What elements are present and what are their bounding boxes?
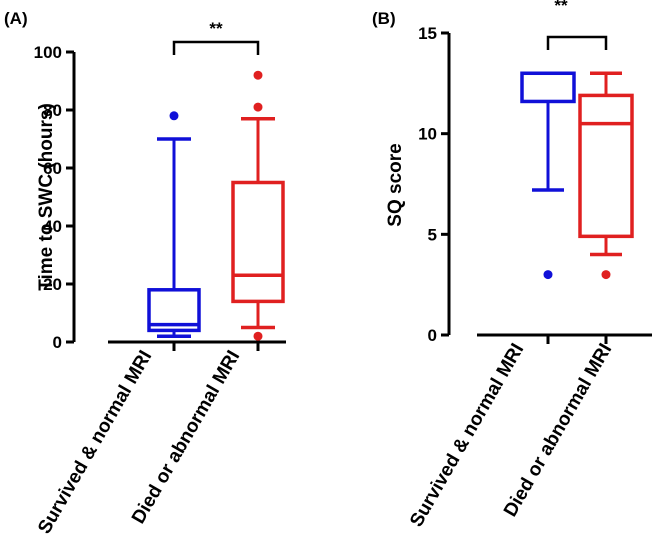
- panel-b-significance-label: **: [554, 0, 568, 15]
- panel-b-y-tick-label-15: 15: [418, 24, 437, 43]
- panel-a-y-tick-label-20: 20: [43, 275, 62, 294]
- panel-a-label: (A): [4, 9, 28, 28]
- panel-a-y-tick-label-100: 100: [34, 43, 62, 62]
- panel-a-series-0-box: [147, 288, 201, 333]
- panel-b-y-tick-label-5: 5: [428, 225, 437, 244]
- panel-b-label: (B): [372, 9, 396, 28]
- panel-b-series-1-outlier-0: [601, 270, 611, 280]
- panel-a-series-1-outlier-1: [253, 102, 263, 112]
- panel-a-y-tick-label-0: 0: [53, 333, 62, 352]
- panel-a-significance-bracket: [172, 40, 260, 55]
- panel-a-y-axis-title: Time to SWC (hours): [36, 103, 57, 291]
- panel-b-significance-bracket: [546, 35, 608, 50]
- panel-a-series-1-outlier-2: [253, 70, 263, 80]
- panel-a-plot-area: 0 20 40 60 80 100: [34, 40, 286, 352]
- panel-a-y-tick-label-80: 80: [43, 101, 62, 120]
- panel-b-y-tick-label-0: 0: [428, 326, 437, 345]
- panel-a-significance-label: **: [209, 19, 223, 38]
- panel-a-y-tick-label-40: 40: [43, 217, 62, 236]
- panel-b-y-axis-title: SQ score: [385, 143, 406, 226]
- panel-b-series-1-box: [578, 93, 634, 239]
- panel-a-series-0-outlier-0: [169, 111, 179, 121]
- panel-b-plot-area: 0 5 10 15: [418, 24, 652, 345]
- panel-a-y-tick-label-60: 60: [43, 159, 62, 178]
- panel-b-series-0-outlier-0: [543, 270, 553, 280]
- panel-b-y-tick-label-10: 10: [418, 125, 437, 144]
- panel-b-series-0-box: [520, 71, 576, 104]
- panel-a-series-1-outlier-0: [253, 331, 263, 341]
- panel-a-series-1-box: [231, 180, 285, 304]
